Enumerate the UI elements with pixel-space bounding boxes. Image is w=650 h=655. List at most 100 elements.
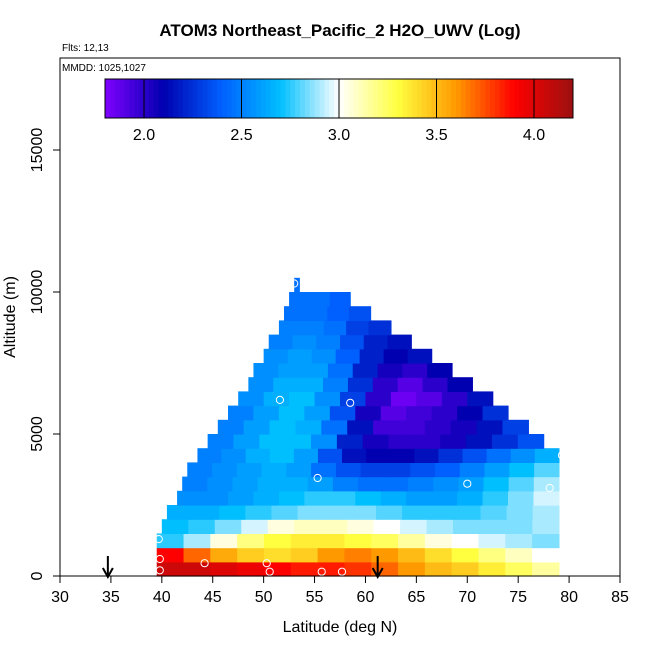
colorbar-segment [187,79,194,118]
heatmap-cell [301,320,325,336]
heatmap-cell [342,448,367,463]
heatmap-cell [290,547,319,563]
heatmap-cell [323,377,349,392]
heatmap-cell [385,462,411,478]
heatmap-cell [197,448,223,463]
heatmap-cell [509,462,535,478]
y-tick-label: 10000 [29,270,46,315]
colorbar-segment [426,79,433,118]
heatmap-cell [408,476,434,492]
heatmap-cell [457,490,484,506]
heatmap-cell [269,448,295,463]
colorbar-segment [275,79,282,118]
heatmap-cell [505,561,533,577]
heatmap-cell [478,547,506,563]
colorbar-segment [382,79,389,118]
heatmap-cell [317,561,346,577]
heatmap-cell [177,490,204,506]
heatmap-cell [285,434,312,449]
heatmap-cell [241,519,269,534]
heatmap-cell [284,306,307,321]
colorbar-segment [134,79,140,118]
colorbar-segment [407,79,413,118]
colorbar: 2.0 2.5 3.0 3.5 4.0 [104,78,574,144]
colorbar-segment [158,79,165,118]
x-tick-label: 40 [153,589,171,606]
colorbar-tick-label: 4.0 [523,127,545,144]
heatmap-cell [447,377,473,392]
heatmap-cell [426,519,454,534]
colorbar-segment [178,79,184,118]
heatmap-cell [431,490,458,506]
heatmap-cell [424,561,453,577]
sample-point [557,451,567,460]
colorbar-segment [368,79,374,118]
heatmap-cell [243,419,271,435]
x-tick-label: 75 [509,589,527,606]
colorbar-segment [514,79,520,118]
colorbar-segment [217,79,223,118]
heatmap-cell [400,519,428,534]
heatmap-cell [402,505,429,520]
heatmap-cell [207,434,235,449]
colorbar-segment [378,79,384,118]
heatmap-cell [347,419,374,435]
heatmap-cell [355,490,382,506]
heatmap-cell [462,448,488,463]
heatmap-cell [424,419,452,435]
colorbar-segment [334,79,340,118]
heatmap-cell [466,434,493,449]
heatmap-cell [188,519,216,534]
y-axis: 0 5000 10000 15000 [29,128,61,580]
heatmap-cell [344,533,372,549]
heatmap-cell [323,320,347,336]
colorbar-segment [300,79,306,118]
heatmap-cell [298,377,324,392]
heatmap-cell [373,419,400,435]
heatmap-cell [451,547,480,563]
colorbar-segment [173,79,179,118]
heatmap-cell [431,405,458,421]
flight-arrow [371,556,384,580]
heatmap-cell [317,448,343,463]
colorbar-segment [524,79,530,118]
heatmap-cell [532,547,560,563]
colorbar-segment [105,79,111,118]
heatmap-cell [329,405,356,421]
heatmap-cell [257,476,284,492]
heatmap-cell [440,434,467,449]
colorbar-segment [304,79,311,118]
heatmap-cell [289,391,316,407]
heatmap-cell [505,519,534,534]
heatmap-cell [259,434,286,449]
heatmap-cell [451,533,480,549]
colorbar-segment [412,79,418,118]
heatmap-cell [438,448,464,463]
heatmap-cell [402,363,428,378]
heatmap-cell [377,363,403,378]
colorbar-segment [192,79,199,118]
heatmap-cell [311,348,337,364]
colorbar-segment [397,79,403,118]
heatmap-cell [273,377,299,392]
heatmap-cell [362,434,390,449]
heatmap-cell [505,547,533,563]
x-tick-label: 30 [51,589,69,606]
heatmap-cell [278,405,305,421]
heatmap-cell [534,462,560,478]
heatmap-cell [294,519,322,534]
heatmap-cell [348,306,372,321]
heatmap-cell [212,462,238,478]
colorbar-segment [470,79,477,118]
heatmap-cell [253,490,280,506]
y-tick-label: 15000 [29,128,46,173]
colorbar-segment [148,79,155,118]
colorbar-segment [519,79,525,118]
heatmap-cell [398,561,426,577]
heatmap-cell [207,476,234,492]
colorbar-segment [265,79,272,118]
heatmap-cell [365,391,392,407]
heatmap-cell [187,462,213,478]
heatmap-cell [327,306,350,321]
heatmap-cell [193,505,220,520]
